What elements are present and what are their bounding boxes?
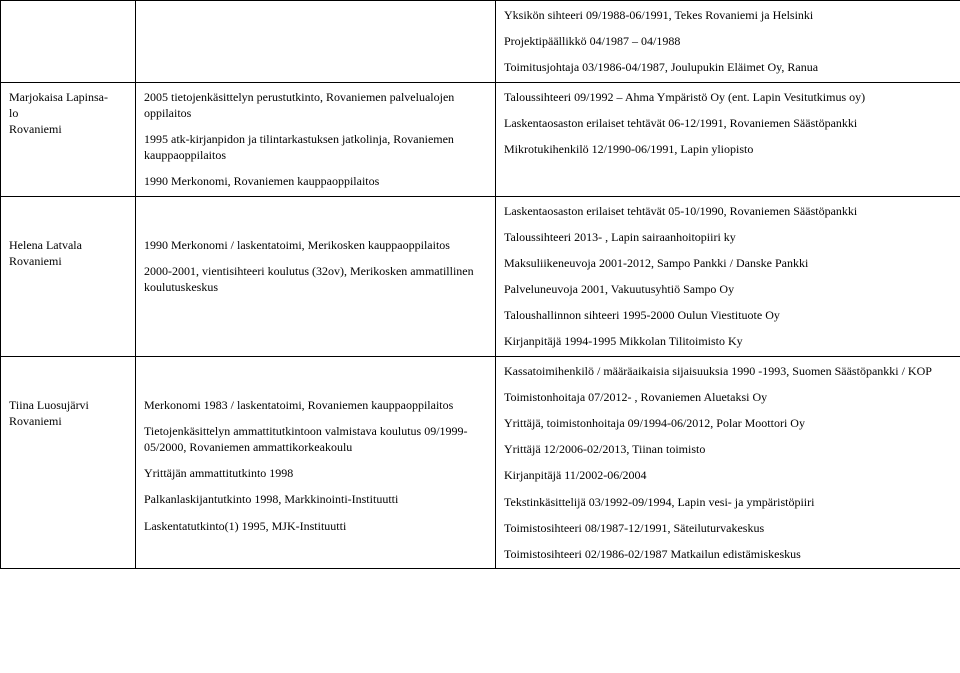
- work-entry: Yrittäjä, toimistonhoitaja 09/1994-06/20…: [504, 415, 952, 431]
- work-entry: Maksuliikeneuvoja 2001-2012, Sampo Pankk…: [504, 255, 952, 271]
- table-row: Tiina Luosujärvi Rovaniemi Merkonomi 198…: [1, 356, 960, 569]
- cell-work: Taloussihteeri 09/1992 – Ahma Ympäristö …: [496, 82, 960, 196]
- person-name-line: Helena Latvala: [9, 238, 82, 252]
- person-name-line: lo: [9, 106, 18, 120]
- education-entry: Yrittäjän ammattitutkinto 1998: [144, 465, 487, 481]
- education-entry: 1990 Merkonomi, Rovaniemen kauppaoppilai…: [144, 173, 487, 189]
- table-row: Yksikön sihteeri 09/1988-06/1991, Tekes …: [1, 1, 960, 83]
- work-entry: Toimistosihteeri 02/1986-02/1987 Matkail…: [504, 546, 952, 562]
- education-entry: Tietojenkäsittelyn ammattitutkintoon val…: [144, 423, 487, 455]
- document-table: Yksikön sihteeri 09/1988-06/1991, Tekes …: [0, 0, 960, 569]
- work-entry: Kirjanpitäjä 1994-1995 Mikkolan Tilitoim…: [504, 333, 952, 349]
- work-entry: Yksikön sihteeri 09/1988-06/1991, Tekes …: [504, 7, 952, 23]
- work-entry: Kassatoimihenkilö / määräaikaisia sijais…: [504, 363, 952, 379]
- education-entry: 1990 Merkonomi / laskentatoimi, Merikosk…: [144, 237, 487, 253]
- work-entry: Kirjanpitäjä 11/2002-06/2004: [504, 467, 952, 483]
- person-location: Rovaniemi: [9, 122, 62, 136]
- cell-work: Yksikön sihteeri 09/1988-06/1991, Tekes …: [496, 1, 960, 83]
- table-row: Marjokaisa Lapinsa- lo Rovaniemi 2005 ti…: [1, 82, 960, 196]
- work-entry: Projektipäällikkö 04/1987 – 04/1988: [504, 33, 952, 49]
- cell-education: 1990 Merkonomi / laskentatoimi, Merikosk…: [136, 196, 496, 356]
- person-location: Rovaniemi: [9, 414, 62, 428]
- work-entry: Taloushallinnon sihteeri 1995-2000 Oulun…: [504, 307, 952, 323]
- work-entry: Laskentaosaston erilaiset tehtävät 05-10…: [504, 203, 952, 219]
- work-entry: Toimistonhoitaja 07/2012- , Rovaniemen A…: [504, 389, 952, 405]
- table-row: Helena Latvala Rovaniemi 1990 Merkonomi …: [1, 196, 960, 356]
- cell-name: Helena Latvala Rovaniemi: [1, 196, 136, 356]
- cell-education: [136, 1, 496, 83]
- work-entry: Taloussihteeri 09/1992 – Ahma Ympäristö …: [504, 89, 952, 105]
- education-entry: 2005 tietojenkäsittelyn perustutkinto, R…: [144, 89, 487, 121]
- work-entry: Palveluneuvoja 2001, Vakuutusyhtiö Sampo…: [504, 281, 952, 297]
- cell-name: Tiina Luosujärvi Rovaniemi: [1, 356, 136, 569]
- person-name-line: Tiina Luosujärvi: [9, 398, 89, 412]
- work-entry: Mikrotukihenkilö 12/1990-06/1991, Lapin …: [504, 141, 952, 157]
- education-entry: Laskentatutkinto(1) 1995, MJK-Instituutt…: [144, 518, 487, 534]
- education-entry: 1995 atk-kirjanpidon ja tilintarkastukse…: [144, 131, 487, 163]
- education-entry: Palkanlaskijantutkinto 1998, Markkinoint…: [144, 491, 487, 507]
- person-name-line: Marjokaisa Lapinsa-: [9, 90, 108, 104]
- education-entry: 2000-2001, vientisihteeri koulutus (32ov…: [144, 263, 487, 295]
- work-entry: Toimitusjohtaja 03/1986-04/1987, Joulupu…: [504, 59, 952, 75]
- person-location: Rovaniemi: [9, 254, 62, 268]
- work-entry: Laskentaosaston erilaiset tehtävät 06-12…: [504, 115, 952, 131]
- work-entry: Taloussihteeri 2013- , Lapin sairaanhoit…: [504, 229, 952, 245]
- work-entry: Toimistosihteeri 08/1987-12/1991, Säteil…: [504, 520, 952, 536]
- cell-name: [1, 1, 136, 83]
- cell-work: Laskentaosaston erilaiset tehtävät 05-10…: [496, 196, 960, 356]
- education-entry: Merkonomi 1983 / laskentatoimi, Rovaniem…: [144, 397, 487, 413]
- cell-education: 2005 tietojenkäsittelyn perustutkinto, R…: [136, 82, 496, 196]
- cell-name: Marjokaisa Lapinsa- lo Rovaniemi: [1, 82, 136, 196]
- work-entry: Tekstinkäsittelijä 03/1992-09/1994, Lapi…: [504, 494, 952, 510]
- cell-education: Merkonomi 1983 / laskentatoimi, Rovaniem…: [136, 356, 496, 569]
- cell-work: Kassatoimihenkilö / määräaikaisia sijais…: [496, 356, 960, 569]
- work-entry: Yrittäjä 12/2006-02/2013, Tiinan toimist…: [504, 441, 952, 457]
